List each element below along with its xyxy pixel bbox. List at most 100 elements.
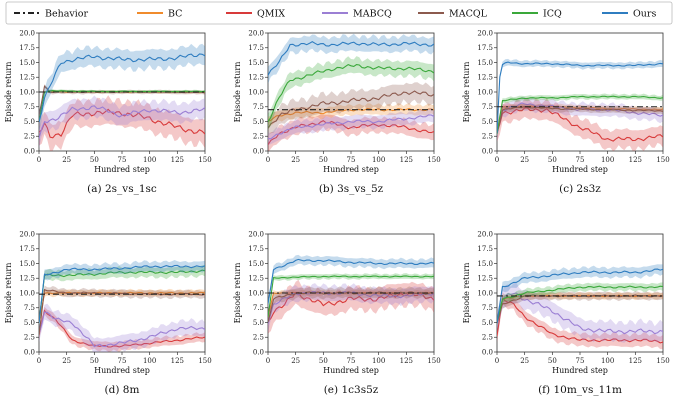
y-tick-label: 0.0: [253, 348, 264, 356]
y-tick-label: 15.0: [19, 59, 35, 67]
series-line-icq: [497, 95, 663, 134]
x-axis-label: Hundred step: [323, 165, 379, 174]
band-ours: [497, 58, 663, 137]
x-tick-label: 0: [266, 357, 270, 365]
series-line-icq: [39, 90, 205, 122]
x-axis-label: Hundred step: [552, 366, 608, 375]
y-tick-label: 17.5: [19, 245, 35, 253]
x-tick-label: 0: [495, 357, 499, 365]
series-line-icq: [268, 275, 434, 317]
y-tick-label: 12.5: [19, 74, 35, 82]
y-tick-label: 17.5: [477, 245, 493, 253]
series-line-mabcq: [39, 311, 205, 348]
y-tick-label: 10.0: [248, 88, 264, 96]
x-tick-label: 100: [372, 357, 385, 365]
x-tick-label: 75: [118, 156, 127, 164]
y-tick-label: 12.5: [248, 275, 264, 283]
y-tick-label: 7.5: [482, 304, 493, 312]
legend-label-qmix: QMIX: [257, 9, 285, 20]
x-tick-label: 100: [601, 357, 614, 365]
band-mabcq: [268, 283, 434, 333]
x-tick-label: 50: [548, 357, 557, 365]
y-tick-label: 7.5: [253, 103, 264, 111]
band-bc: [497, 291, 663, 325]
legend-label-ours: Ours: [633, 9, 656, 20]
band-ours: [268, 33, 434, 84]
x-tick-label: 150: [198, 357, 211, 365]
y-tick-label: 15.0: [248, 260, 264, 268]
band-macql: [497, 103, 663, 136]
series-line-ours: [268, 258, 434, 304]
plot-marks: [497, 264, 663, 350]
band-qmix: [268, 114, 434, 151]
series-line-macql: [497, 294, 663, 324]
y-tick-label: 17.5: [248, 245, 264, 253]
y-tick-label: 0.0: [24, 348, 35, 356]
y-tick-label: 15.0: [19, 260, 35, 268]
x-axis-label: Hundred step: [552, 165, 608, 174]
x-tick-label: 50: [319, 357, 328, 365]
y-axis-label: Episode return: [4, 62, 13, 123]
series-line-mabcq: [39, 105, 205, 139]
y-tick-label: 2.5: [482, 334, 493, 342]
chart-panel-2: 0.0 2.5 5.0 7.5 10.0 12.5 15.0 17.5 20.0 0 25 50 75 1…: [233, 29, 441, 195]
chart-panel-5: 0.0 2.5 5.0 7.5 10.0 12.5 15.0 17.5 20.0 0 25 50 75 1…: [233, 230, 441, 396]
series-line-macql: [497, 106, 663, 134]
series-line-icq: [497, 285, 663, 322]
plot-marks: [268, 33, 434, 151]
y-axis-label: Episode return: [233, 62, 242, 123]
x-tick-label: 50: [90, 357, 99, 365]
series-line-qmix: [268, 120, 434, 146]
band-icq: [497, 282, 663, 326]
x-tick-label: 100: [143, 357, 156, 365]
x-tick-label: 75: [576, 357, 585, 365]
x-tick-label: 125: [629, 156, 642, 164]
plot-marks: [39, 260, 205, 352]
series-line-icq: [39, 269, 205, 322]
y-tick-label: 5.0: [253, 118, 264, 126]
x-tick-label: 75: [118, 357, 127, 365]
band-qmix: [497, 292, 663, 350]
y-tick-label: 2.5: [24, 334, 35, 342]
x-tick-label: 75: [576, 156, 585, 164]
y-tick-label: 2.5: [253, 334, 264, 342]
x-tick-label: 150: [427, 357, 440, 365]
series-line-qmix: [497, 107, 663, 142]
band-macql: [268, 82, 434, 137]
y-axis-label: Episode return: [233, 263, 242, 324]
x-tick-label: 25: [291, 357, 300, 365]
y-tick-label: 20.0: [477, 29, 493, 37]
x-tick-label: 150: [198, 156, 211, 164]
y-tick-label: 5.0: [482, 118, 493, 126]
band-bc: [39, 288, 205, 325]
y-tick-label: 7.5: [24, 304, 35, 312]
plot-area: [496, 32, 664, 152]
x-tick-label: 25: [520, 357, 529, 365]
legend-label-macql: MACQL: [449, 9, 488, 20]
x-tick-label: 125: [171, 357, 184, 365]
y-tick-label: 0.0: [24, 147, 35, 155]
x-tick-label: 25: [520, 156, 529, 164]
x-tick-label: 0: [266, 156, 270, 164]
y-tick-label: 7.5: [24, 103, 35, 111]
y-tick-label: 17.5: [248, 44, 264, 52]
y-tick-label: 5.0: [24, 118, 35, 126]
x-tick-label: 100: [372, 156, 385, 164]
legend: Behavior BC QMIX MABCQ MACQL ICQ Ours: [5, 1, 673, 25]
y-tick-label: 12.5: [477, 74, 493, 82]
y-tick-label: 20.0: [248, 29, 264, 37]
y-tick-label: 0.0: [482, 348, 493, 356]
band-macql: [268, 286, 434, 326]
band-mabcq: [268, 107, 434, 146]
x-tick-label: 0: [495, 156, 499, 164]
y-axis-label: Episode return: [4, 263, 13, 324]
y-tick-label: 20.0: [477, 230, 493, 238]
y-tick-label: 0.0: [253, 147, 264, 155]
x-tick-label: 50: [548, 156, 557, 164]
series-line-qmix: [497, 297, 663, 344]
x-tick-label: 0: [37, 156, 41, 164]
band-bc: [268, 103, 434, 126]
y-tick-label: 7.5: [253, 304, 264, 312]
chart-panel-1: 0.0 2.5 5.0 7.5 10.0 12.5 15.0 17.5 20.0 0 25 50 75 1…: [4, 29, 212, 195]
